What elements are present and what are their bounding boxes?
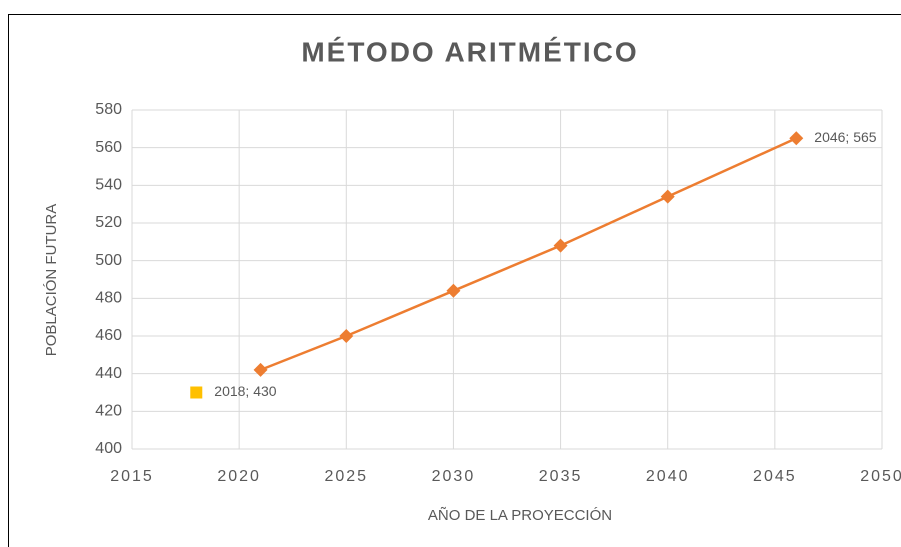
data-label: 2046; 565: [814, 129, 876, 145]
x-tick-label: 2045: [753, 468, 797, 485]
x-tick-label: 2050: [860, 468, 901, 485]
point: [253, 362, 268, 377]
y-tick-label: 480: [95, 290, 122, 307]
y-tick-label: 440: [95, 365, 122, 382]
series-line: [260, 137, 797, 372]
point: [339, 329, 354, 343]
chart-title: MÉTODO ARITMÉTICO: [301, 36, 638, 67]
y-tick-label: 420: [95, 403, 122, 420]
x-tick-label: 2040: [646, 468, 690, 485]
y-tick-label: 460: [95, 327, 122, 344]
point: [789, 131, 804, 146]
point: [660, 189, 675, 204]
x-tick-label: 2020: [217, 468, 261, 485]
y-tick-label: 540: [95, 177, 122, 194]
chart-frame: [8, 14, 901, 547]
x-axis-title: AÑO DE LA PROYECCIÓN: [428, 507, 612, 524]
x-tick-label: 2030: [432, 468, 476, 485]
y-tick-label: 500: [95, 252, 122, 269]
x-tick-label: 2035: [539, 468, 583, 485]
x-tick-label: 2015: [110, 468, 154, 485]
y-axis-title: POBLACIÓN FUTURA: [43, 204, 60, 357]
data-label: 2018; 430: [214, 383, 276, 399]
point: [553, 238, 568, 253]
y-tick-label: 560: [95, 139, 122, 156]
y-tick-label: 520: [95, 214, 122, 231]
y-tick-label: 580: [95, 101, 122, 118]
point: [190, 386, 203, 399]
y-tick-label: 400: [95, 440, 122, 457]
x-tick-label: 2025: [324, 468, 368, 485]
point: [446, 283, 461, 298]
